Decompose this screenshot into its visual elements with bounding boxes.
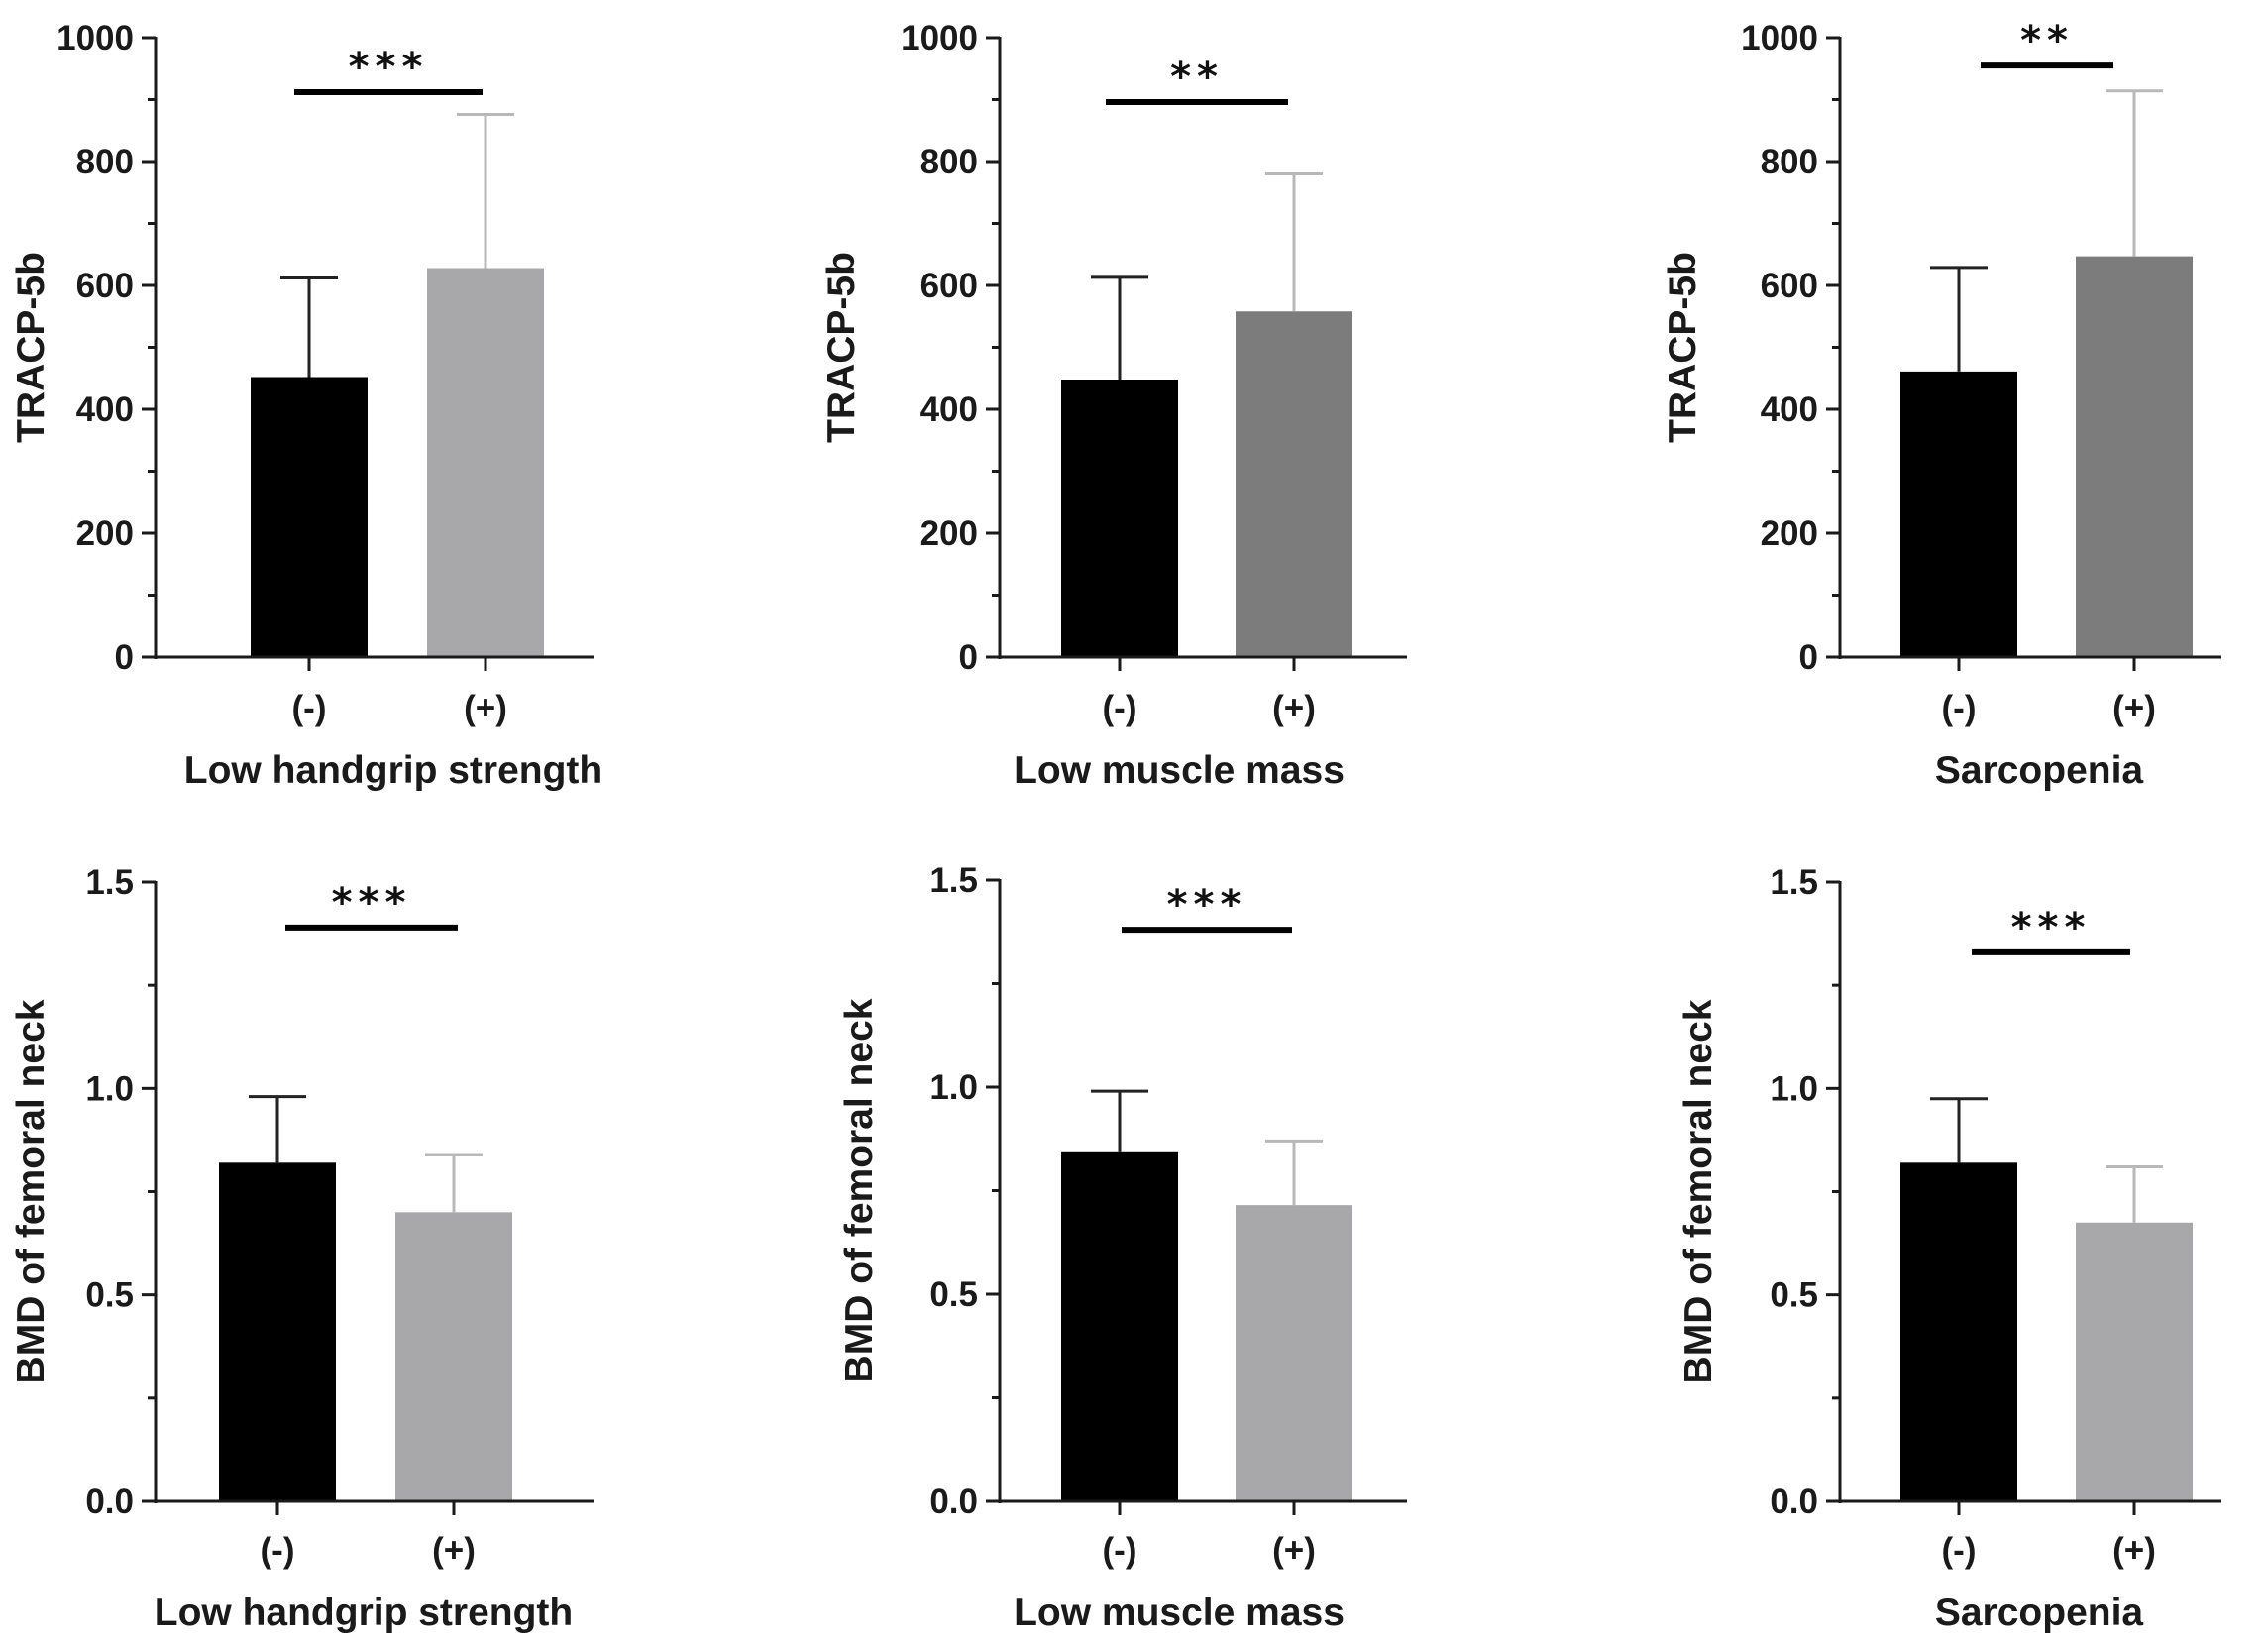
- x-category-label-positive: (+): [1272, 689, 1316, 727]
- y-tick-label: 0: [1799, 638, 1818, 677]
- x-category-label-negative: (-): [292, 689, 327, 727]
- y-tick-label: 200: [920, 514, 978, 553]
- y-tick-label: 600: [1761, 267, 1818, 305]
- x-axis-title: Low muscle mass: [1014, 1592, 1345, 1634]
- bar-negative: [1061, 1151, 1178, 1501]
- x-axis-title: Sarcopenia: [1935, 749, 2144, 792]
- x-axis-title: Low handgrip strength: [155, 1592, 573, 1634]
- x-category-label-negative: (-): [1103, 689, 1137, 727]
- significance-label: ***: [1167, 882, 1247, 928]
- panel-tracp-muscle: 0 200 400 600 800 1000 (-) (+) Low muscle mass TR…: [820, 19, 1407, 792]
- bar-negative: [1900, 1162, 2017, 1501]
- y-tick-label: 1.0: [85, 1069, 134, 1108]
- y-axis-title: TRACP-5b: [10, 252, 53, 443]
- x-axis-title: Low muscle mass: [1014, 749, 1345, 792]
- y-tick-label: 200: [76, 514, 134, 553]
- panel-bmd-sarcopenia: 0.0 0.5 1.0 1.5 (-) (+) Sarcopenia BMD of femor…: [1677, 863, 2221, 1634]
- y-axis-title: BMD of femoral neck: [10, 999, 53, 1383]
- y-tick-label: 1.0: [1770, 1069, 1818, 1108]
- y-tick-label: 0.0: [85, 1483, 134, 1521]
- y-axis-title: TRACP-5b: [1662, 252, 1704, 443]
- x-category-label-negative: (-): [261, 1531, 295, 1570]
- y-tick-label: 800: [76, 143, 134, 181]
- y-tick-label: 800: [920, 143, 978, 181]
- x-category-label-negative: (-): [1942, 689, 1977, 727]
- x-category-label-positive: (+): [2112, 1531, 2156, 1570]
- significance-label: ***: [349, 45, 429, 90]
- bar-positive: [2076, 256, 2193, 657]
- y-tick-label: 1.5: [929, 861, 978, 900]
- y-tick-label: 200: [1761, 514, 1818, 553]
- y-tick-label: 1.5: [85, 863, 134, 902]
- panel-tracp-sarcopenia: 0 200 400 600 800 1000 (-) (+) Sarcopenia TRACP-5…: [1662, 18, 2221, 792]
- significance-label: ***: [332, 880, 412, 926]
- x-category-label-positive: (+): [2112, 689, 2156, 727]
- y-tick-label: 1.0: [929, 1068, 978, 1107]
- significance-label: **: [2020, 18, 2074, 63]
- panel-bmd-handgrip: 0.0 0.5 1.0 1.5 (-) (+) Low handgrip strength B…: [10, 863, 594, 1634]
- bar-negative: [219, 1162, 336, 1501]
- y-tick-label: 800: [1761, 143, 1818, 181]
- bar-negative: [1061, 380, 1178, 657]
- x-axis-title: Low handgrip strength: [184, 749, 602, 792]
- y-tick-label: 1000: [901, 19, 978, 57]
- x-category-label-negative: (-): [1942, 1531, 1977, 1570]
- y-tick-label: 0.0: [1770, 1483, 1818, 1521]
- x-category-label-negative: (-): [1103, 1531, 1137, 1570]
- y-tick-label: 1.5: [1770, 863, 1818, 902]
- y-tick-label: 600: [76, 267, 134, 305]
- y-tick-label: 400: [76, 390, 134, 429]
- y-tick-label: 0: [115, 638, 134, 677]
- y-tick-label: 400: [1761, 390, 1818, 429]
- y-tick-label: 1000: [1741, 19, 1818, 57]
- panel-bmd-muscle: 0.0 0.5 1.0 1.5 (-) (+) Low muscle mass BMD of …: [838, 861, 1407, 1634]
- significance-label: **: [1170, 55, 1224, 100]
- bar-negative: [1900, 371, 2017, 657]
- panel-tracp-handgrip: 0 200 400 600 800 1000 (-) (+) Low handgrip stre…: [10, 19, 602, 792]
- bar-positive: [427, 268, 544, 657]
- x-category-label-positive: (+): [432, 1531, 476, 1570]
- significance-label: ***: [2011, 905, 2092, 950]
- bar-positive: [395, 1212, 512, 1501]
- y-axis-title: BMD of femoral neck: [838, 998, 881, 1382]
- y-axis-title: BMD of femoral neck: [1677, 999, 1720, 1383]
- bar-positive: [1236, 311, 1352, 657]
- x-category-label-positive: (+): [1272, 1531, 1316, 1570]
- x-category-label-positive: (+): [464, 689, 507, 727]
- y-tick-label: 400: [920, 390, 978, 429]
- bar-positive: [1236, 1205, 1352, 1501]
- y-tick-label: 1000: [56, 19, 134, 57]
- y-tick-label: 0: [959, 638, 978, 677]
- bar-negative: [251, 377, 368, 657]
- y-tick-label: 0.0: [929, 1483, 978, 1521]
- y-tick-label: 600: [920, 267, 978, 305]
- y-axis-title: TRACP-5b: [820, 252, 863, 443]
- y-tick-label: 0.5: [1770, 1276, 1818, 1315]
- y-tick-label: 0.5: [85, 1276, 134, 1315]
- bar-positive: [2076, 1222, 2193, 1501]
- x-axis-title: Sarcopenia: [1935, 1592, 2144, 1634]
- y-tick-label: 0.5: [929, 1275, 978, 1314]
